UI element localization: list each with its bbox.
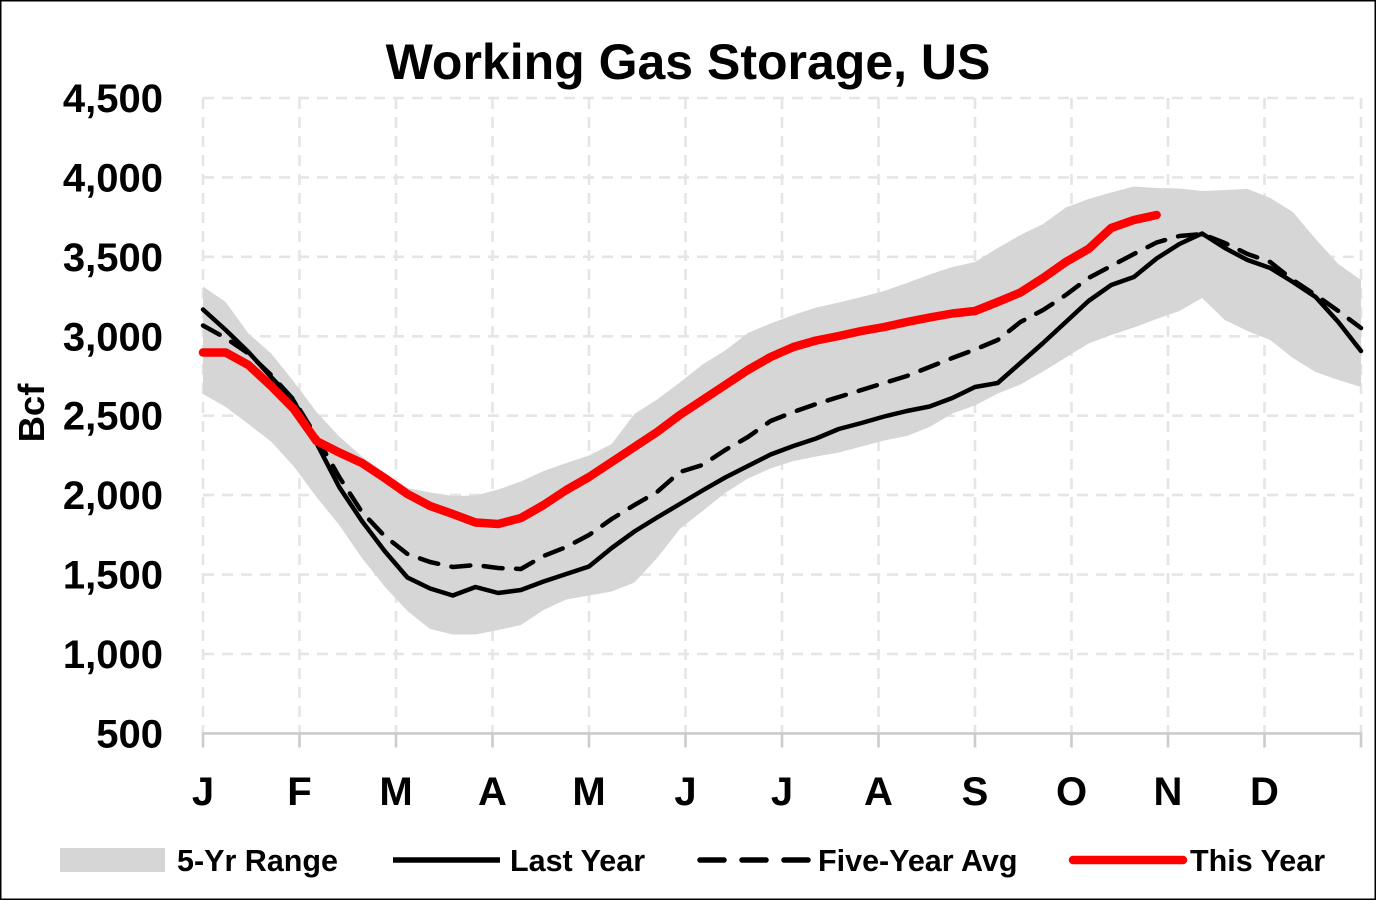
svg-text:Bcf: Bcf bbox=[11, 383, 52, 443]
svg-text:S: S bbox=[962, 770, 989, 814]
svg-text:J: J bbox=[771, 770, 793, 814]
svg-text:3,000: 3,000 bbox=[63, 315, 163, 359]
svg-text:Last Year: Last Year bbox=[510, 844, 645, 878]
svg-text:O: O bbox=[1056, 770, 1087, 814]
svg-text:4,000: 4,000 bbox=[63, 156, 163, 200]
svg-text:A: A bbox=[864, 770, 893, 814]
svg-text:J: J bbox=[192, 770, 214, 814]
svg-text:Working Gas Storage, US: Working Gas Storage, US bbox=[386, 34, 991, 90]
svg-text:M: M bbox=[379, 770, 412, 814]
svg-text:Five-Year Avg: Five-Year Avg bbox=[818, 844, 1017, 878]
svg-text:2,000: 2,000 bbox=[63, 474, 163, 518]
svg-text:3,500: 3,500 bbox=[63, 236, 163, 280]
svg-text:1,000: 1,000 bbox=[63, 633, 163, 677]
svg-text:1,500: 1,500 bbox=[63, 554, 163, 598]
svg-text:N: N bbox=[1154, 770, 1183, 814]
svg-text:4,500: 4,500 bbox=[63, 77, 163, 121]
svg-text:2,500: 2,500 bbox=[63, 395, 163, 439]
svg-text:5-Yr Range: 5-Yr Range bbox=[177, 844, 338, 878]
svg-text:This Year: This Year bbox=[1190, 844, 1325, 878]
svg-text:A: A bbox=[478, 770, 507, 814]
svg-text:M: M bbox=[572, 770, 605, 814]
svg-text:500: 500 bbox=[96, 712, 163, 756]
svg-text:D: D bbox=[1250, 770, 1279, 814]
svg-text:F: F bbox=[287, 770, 311, 814]
svg-text:J: J bbox=[674, 770, 696, 814]
